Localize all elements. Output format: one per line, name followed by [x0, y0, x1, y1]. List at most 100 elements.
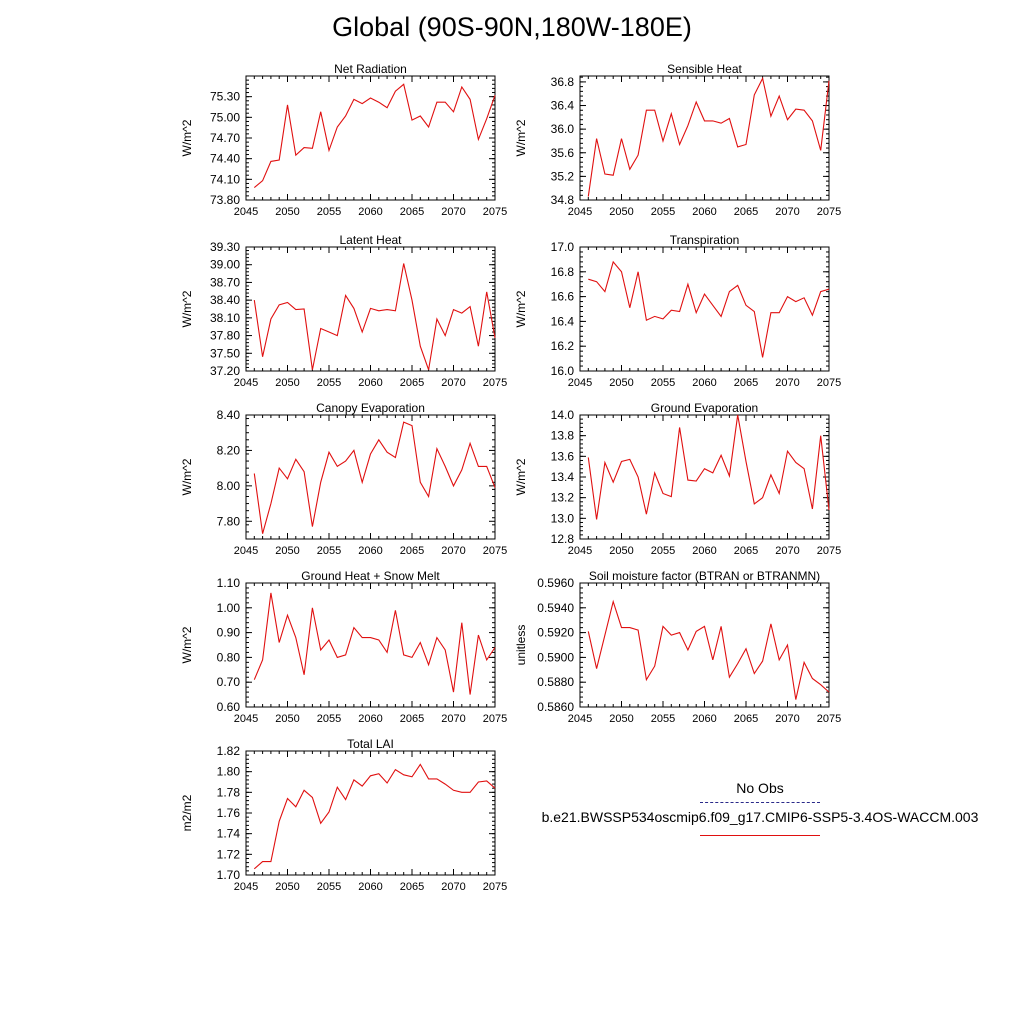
- x-tick-label: 2045: [568, 377, 592, 389]
- x-tick-label: 2065: [400, 206, 424, 218]
- panel-8: 2045 2050 2055 2060 2065 2070 2075 0.5860 0.5880…: [514, 569, 841, 725]
- series-line: [588, 260, 830, 358]
- y-tick-label: 14.0: [551, 408, 575, 422]
- y-tick-label: 37.80: [210, 329, 240, 343]
- legend-model-label: b.e21.BWSSP534oscmip6.f09_g17.CMIP6-SSP5…: [541, 809, 979, 825]
- y-tick-label: 0.5920: [537, 626, 574, 640]
- x-tick-label: 2070: [441, 713, 465, 725]
- x-tick-label: 2070: [441, 881, 465, 893]
- x-tick-label: 2055: [651, 545, 675, 557]
- y-axis-label: unitless: [514, 625, 528, 666]
- panel-title: Total LAI: [347, 737, 394, 751]
- y-tick-label: 17.0: [551, 240, 575, 254]
- y-tick-label: 0.80: [217, 650, 241, 664]
- x-tick-label: 2050: [609, 713, 633, 725]
- x-tick-label: 2065: [400, 881, 424, 893]
- y-tick-label: 38.40: [210, 293, 240, 307]
- x-tick-label: 2075: [483, 545, 507, 557]
- y-tick-label: 1.72: [217, 847, 241, 861]
- panel-title: Soil moisture factor (BTRAN or BTRANMN): [589, 569, 820, 583]
- y-axis-label: W/m^2: [514, 119, 528, 156]
- legend-obs-label: No Obs: [736, 780, 784, 796]
- panel-4: 2045 2050 2055 2060 2065 2070 2075 16.0 16.2 16.4…: [514, 233, 841, 389]
- y-tick-label: 13.8: [551, 429, 575, 443]
- x-tick-label: 2070: [775, 206, 799, 218]
- x-tick-label: 2050: [609, 206, 633, 218]
- y-tick-label: 12.8: [551, 532, 575, 546]
- x-tick-label: 2075: [483, 881, 507, 893]
- panel-3: 2045 2050 2055 2060 2065 2070 2075 37.20 37.50 37…: [180, 233, 507, 389]
- panel-1: 2045 2050 2055 2060 2065 2070 2075 73.80 74.10 74…: [180, 62, 507, 218]
- x-tick-label: 2060: [358, 206, 382, 218]
- x-tick-label: 2045: [234, 377, 258, 389]
- panel-title: Ground Heat + Snow Melt: [301, 569, 440, 583]
- x-tick-label: 2065: [400, 713, 424, 725]
- x-tick-label: 2065: [734, 713, 758, 725]
- y-tick-label: 16.0: [551, 364, 575, 378]
- y-axis-label: W/m^2: [180, 626, 194, 663]
- y-tick-label: 0.5940: [537, 601, 574, 615]
- y-tick-label: 39.00: [210, 258, 240, 272]
- x-tick-label: 2055: [317, 713, 341, 725]
- x-tick-label: 2060: [692, 545, 716, 557]
- y-tick-label: 7.80: [217, 514, 241, 528]
- y-tick-label: 37.50: [210, 346, 240, 360]
- y-tick-label: 37.20: [210, 364, 240, 378]
- y-tick-label: 74.70: [210, 131, 240, 145]
- panel-title: Sensible Heat: [667, 62, 742, 76]
- x-tick-label: 2045: [234, 206, 258, 218]
- y-tick-label: 0.60: [217, 700, 241, 714]
- y-tick-label: 13.4: [551, 470, 575, 484]
- y-tick-label: 75.00: [210, 110, 240, 124]
- x-tick-label: 2060: [358, 881, 382, 893]
- legend-model-swatch: [700, 835, 820, 836]
- x-tick-label: 2045: [568, 713, 592, 725]
- y-tick-label: 16.6: [551, 290, 575, 304]
- y-axis-label: W/m^2: [514, 458, 528, 495]
- series-line: [253, 592, 496, 695]
- series-line: [587, 76, 830, 197]
- x-tick-label: 2075: [483, 377, 507, 389]
- legend: No Obs b.e21.BWSSP534oscmip6.f09_g17.CMI…: [520, 780, 1000, 836]
- y-tick-label: 75.30: [210, 90, 240, 104]
- y-tick-label: 0.5960: [537, 576, 574, 590]
- x-tick-label: 2070: [441, 206, 465, 218]
- x-tick-label: 2055: [317, 545, 341, 557]
- plot-frame: [579, 75, 830, 201]
- x-tick-label: 2060: [358, 377, 382, 389]
- plot-frame: [245, 750, 496, 876]
- panel-title: Transpiration: [670, 233, 740, 247]
- y-tick-label: 1.70: [217, 868, 241, 882]
- x-tick-label: 2045: [568, 206, 592, 218]
- y-tick-label: 73.80: [210, 193, 240, 207]
- series-line: [253, 263, 496, 370]
- x-tick-label: 2070: [441, 377, 465, 389]
- x-tick-label: 2075: [483, 713, 507, 725]
- x-tick-label: 2070: [775, 713, 799, 725]
- x-tick-label: 2045: [234, 881, 258, 893]
- x-tick-label: 2075: [483, 206, 507, 218]
- y-tick-label: 1.82: [217, 744, 241, 758]
- x-tick-label: 2050: [275, 377, 299, 389]
- x-tick-label: 2045: [568, 545, 592, 557]
- x-tick-label: 2050: [275, 881, 299, 893]
- x-tick-label: 2055: [651, 713, 675, 725]
- y-tick-label: 0.90: [217, 626, 241, 640]
- x-tick-label: 2065: [734, 377, 758, 389]
- y-axis-label: m2/m2: [180, 794, 194, 831]
- x-tick-label: 2070: [775, 545, 799, 557]
- y-tick-label: 13.2: [551, 491, 575, 505]
- legend-obs-swatch: [700, 802, 820, 803]
- y-tick-label: 8.40: [217, 408, 241, 422]
- panel-5: 2045 2050 2055 2060 2065 2070 2075 7.80 8.00 8.20…: [180, 401, 507, 557]
- plot-frame: [579, 582, 830, 708]
- y-tick-label: 39.30: [210, 240, 240, 254]
- y-tick-label: 13.6: [551, 449, 575, 463]
- y-tick-label: 0.70: [217, 675, 241, 689]
- y-tick-label: 0.5880: [537, 675, 574, 689]
- x-tick-label: 2060: [692, 713, 716, 725]
- y-axis-label: W/m^2: [180, 119, 194, 156]
- x-tick-label: 2065: [400, 545, 424, 557]
- y-axis-label: W/m^2: [180, 458, 194, 495]
- x-tick-label: 2075: [817, 713, 841, 725]
